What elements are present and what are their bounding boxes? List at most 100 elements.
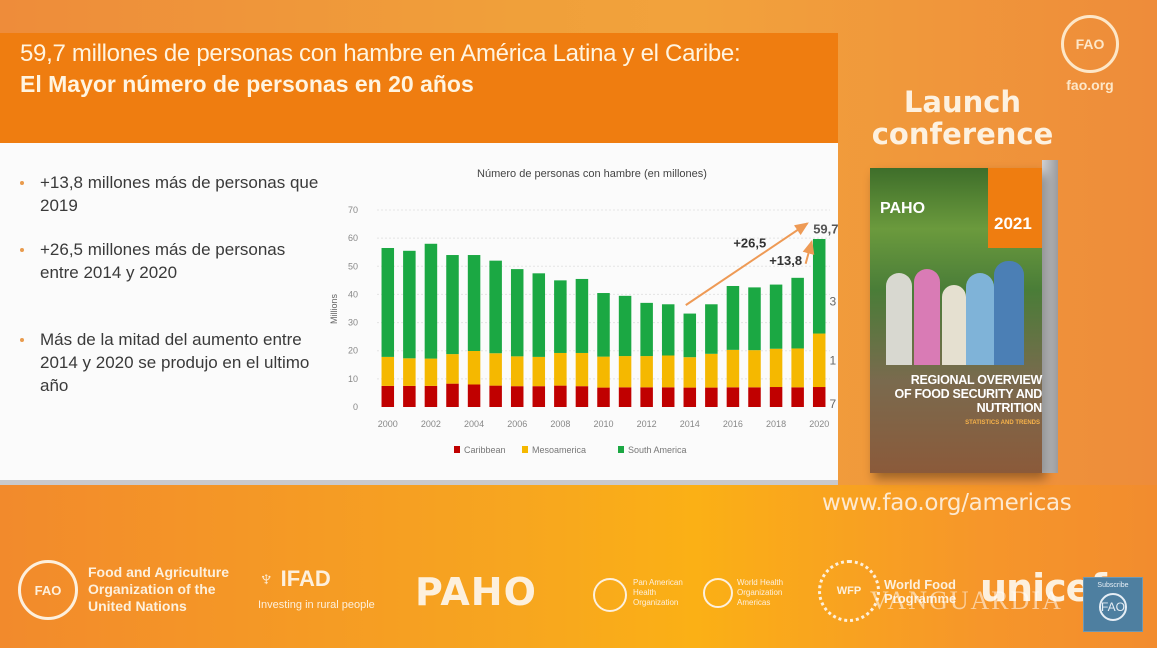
- bar-segment-south-america: [769, 284, 783, 349]
- bar-segment-caribbean: [705, 387, 718, 407]
- book-photo-people: [882, 255, 1032, 365]
- vanguardia-watermark: VANGUARDIA: [870, 586, 1063, 615]
- hunger-chart: Número de personas con hambre (en millon…: [322, 143, 838, 480]
- bar-segment-mesoamerica: [554, 352, 567, 386]
- bar-segment-mesoamerica: [467, 350, 481, 385]
- fao-name: Food and Agriculture Organization of the…: [88, 564, 230, 614]
- legend-label: Caribbean: [464, 445, 506, 455]
- bullet-item: Más de la mitad del aumento entre 2014 y…: [18, 328, 328, 397]
- bar-segment-south-america: [381, 247, 395, 357]
- bar-segment-south-america: [640, 302, 653, 357]
- ifad-wheat-icon: ♆: [258, 566, 275, 591]
- slide-title: 59,7 millones de personas con hambre en …: [20, 40, 741, 67]
- launch-conference-heading: Launch conference: [860, 86, 1065, 150]
- bar-segment-caribbean: [618, 387, 632, 407]
- bullet-dot-icon: [20, 248, 24, 252]
- launch-line2: conference: [871, 117, 1054, 151]
- bar-segment-south-america: [705, 304, 718, 354]
- slide-subtitle: El Mayor número de personas en 20 años: [20, 71, 474, 97]
- chart-title: Número de personas con hambre (en millon…: [477, 168, 707, 180]
- bar-segment-caribbean: [467, 384, 481, 407]
- bar-segment-mesoamerica: [748, 350, 761, 388]
- paho-name: Pan American Health Organization: [633, 578, 683, 607]
- bullet-dot-icon: [20, 338, 24, 342]
- bar-segment-caribbean: [554, 385, 567, 407]
- bar-segment-caribbean: [769, 387, 783, 407]
- bar-segment-mesoamerica: [683, 357, 697, 388]
- bar-segment-mesoamerica: [489, 353, 502, 386]
- paho-mark: PAHO: [415, 570, 537, 614]
- bar-segment-mesoamerica: [575, 352, 589, 387]
- legend-swatch: [618, 446, 624, 453]
- bar-segment-south-america: [446, 255, 459, 355]
- bar-segment-south-america: [575, 278, 589, 353]
- bar-segment-south-america: [467, 255, 481, 351]
- legend-label: South America: [628, 445, 687, 455]
- bar-segment-south-america: [812, 238, 826, 334]
- ifad-name: IFAD: [280, 566, 331, 591]
- book-title: REGIONAL OVERVIEW OF FOOD SECURITY AND N…: [894, 373, 1043, 415]
- bar-segment-south-america: [532, 273, 546, 357]
- person-figure: [886, 273, 912, 365]
- bar-segment-mesoamerica: [532, 356, 546, 387]
- fao-emblem-icon: FAO: [1099, 593, 1127, 621]
- bar-segment-caribbean: [748, 387, 761, 407]
- bar-segment-caribbean: [726, 387, 740, 407]
- bar-segment-mesoamerica: [510, 356, 524, 387]
- bar-segment-south-america: [791, 277, 804, 349]
- who-emblem-icon: [703, 578, 733, 608]
- legend-label: Mesoamerica: [532, 445, 586, 455]
- x-tick-label: 2014: [680, 419, 700, 429]
- bullet-list: +13,8 millones más de personas que 2019 …: [18, 171, 328, 397]
- y-tick-label: 10: [348, 374, 358, 384]
- bar-segment-mesoamerica: [381, 356, 395, 386]
- person-figure: [942, 285, 966, 365]
- person-figure: [966, 273, 994, 365]
- book-spine: [1042, 160, 1058, 473]
- fao-site-label: fao.org: [1066, 77, 1114, 93]
- bar-segment-mesoamerica: [791, 348, 804, 388]
- bar-segment-south-america: [726, 285, 740, 350]
- bar-segment-mesoamerica: [726, 349, 740, 388]
- x-tick-label: 2002: [421, 419, 441, 429]
- bar-segment-mesoamerica: [640, 356, 653, 388]
- bar-segment-mesoamerica: [769, 348, 783, 388]
- bar-segment-caribbean: [510, 386, 524, 407]
- segment-label: 7: [829, 397, 836, 411]
- bar-segment-caribbean: [812, 387, 826, 407]
- x-tick-label: 2004: [464, 419, 484, 429]
- bar-segment-south-america: [597, 293, 610, 357]
- y-axis-label: Millions: [329, 294, 339, 325]
- bar-segment-mesoamerica: [812, 333, 826, 388]
- bar-segment-caribbean: [381, 385, 395, 407]
- wfp-name: World Food Programme: [884, 577, 957, 606]
- bar-segment-mesoamerica: [446, 354, 459, 384]
- bar-segment-south-america: [748, 287, 761, 351]
- chart-svg: Número de personas con hambre (en millon…: [329, 168, 838, 455]
- fao-americas-url[interactable]: www.fao.org/americas: [822, 490, 1072, 516]
- segment-label: 3: [829, 294, 836, 308]
- paho-globe-icon: [593, 578, 627, 612]
- bar-segment-caribbean: [424, 385, 438, 407]
- bar-segment-caribbean: [489, 385, 502, 407]
- fao-logo-top[interactable]: FAO fao.org: [1058, 15, 1122, 95]
- launch-line1: Launch: [903, 85, 1022, 119]
- y-tick-label: 20: [348, 346, 358, 356]
- bullet-item: +13,8 millones más de personas que 2019: [18, 171, 328, 217]
- bar-segment-caribbean: [597, 387, 610, 407]
- ifad-mark: ♆ IFAD: [258, 566, 331, 592]
- bar-segment-mesoamerica: [424, 358, 438, 386]
- fao-emblem-icon: FAO: [1061, 15, 1119, 73]
- x-tick-label: 2006: [507, 419, 527, 429]
- total-label: 59,7: [813, 221, 838, 236]
- bar-segment-caribbean: [661, 387, 675, 407]
- x-tick-label: 2016: [723, 419, 743, 429]
- y-tick-label: 70: [348, 205, 358, 215]
- subscribe-button[interactable]: Subscribe FAO: [1083, 577, 1143, 632]
- bullet-text: +13,8 millones más de personas que 2019: [40, 173, 319, 215]
- segment-label: 1: [829, 354, 836, 368]
- bar-segment-mesoamerica: [597, 356, 610, 388]
- book-orange-tab: [988, 168, 1042, 248]
- person-figure: [994, 261, 1024, 365]
- bar-segment-caribbean: [683, 387, 697, 407]
